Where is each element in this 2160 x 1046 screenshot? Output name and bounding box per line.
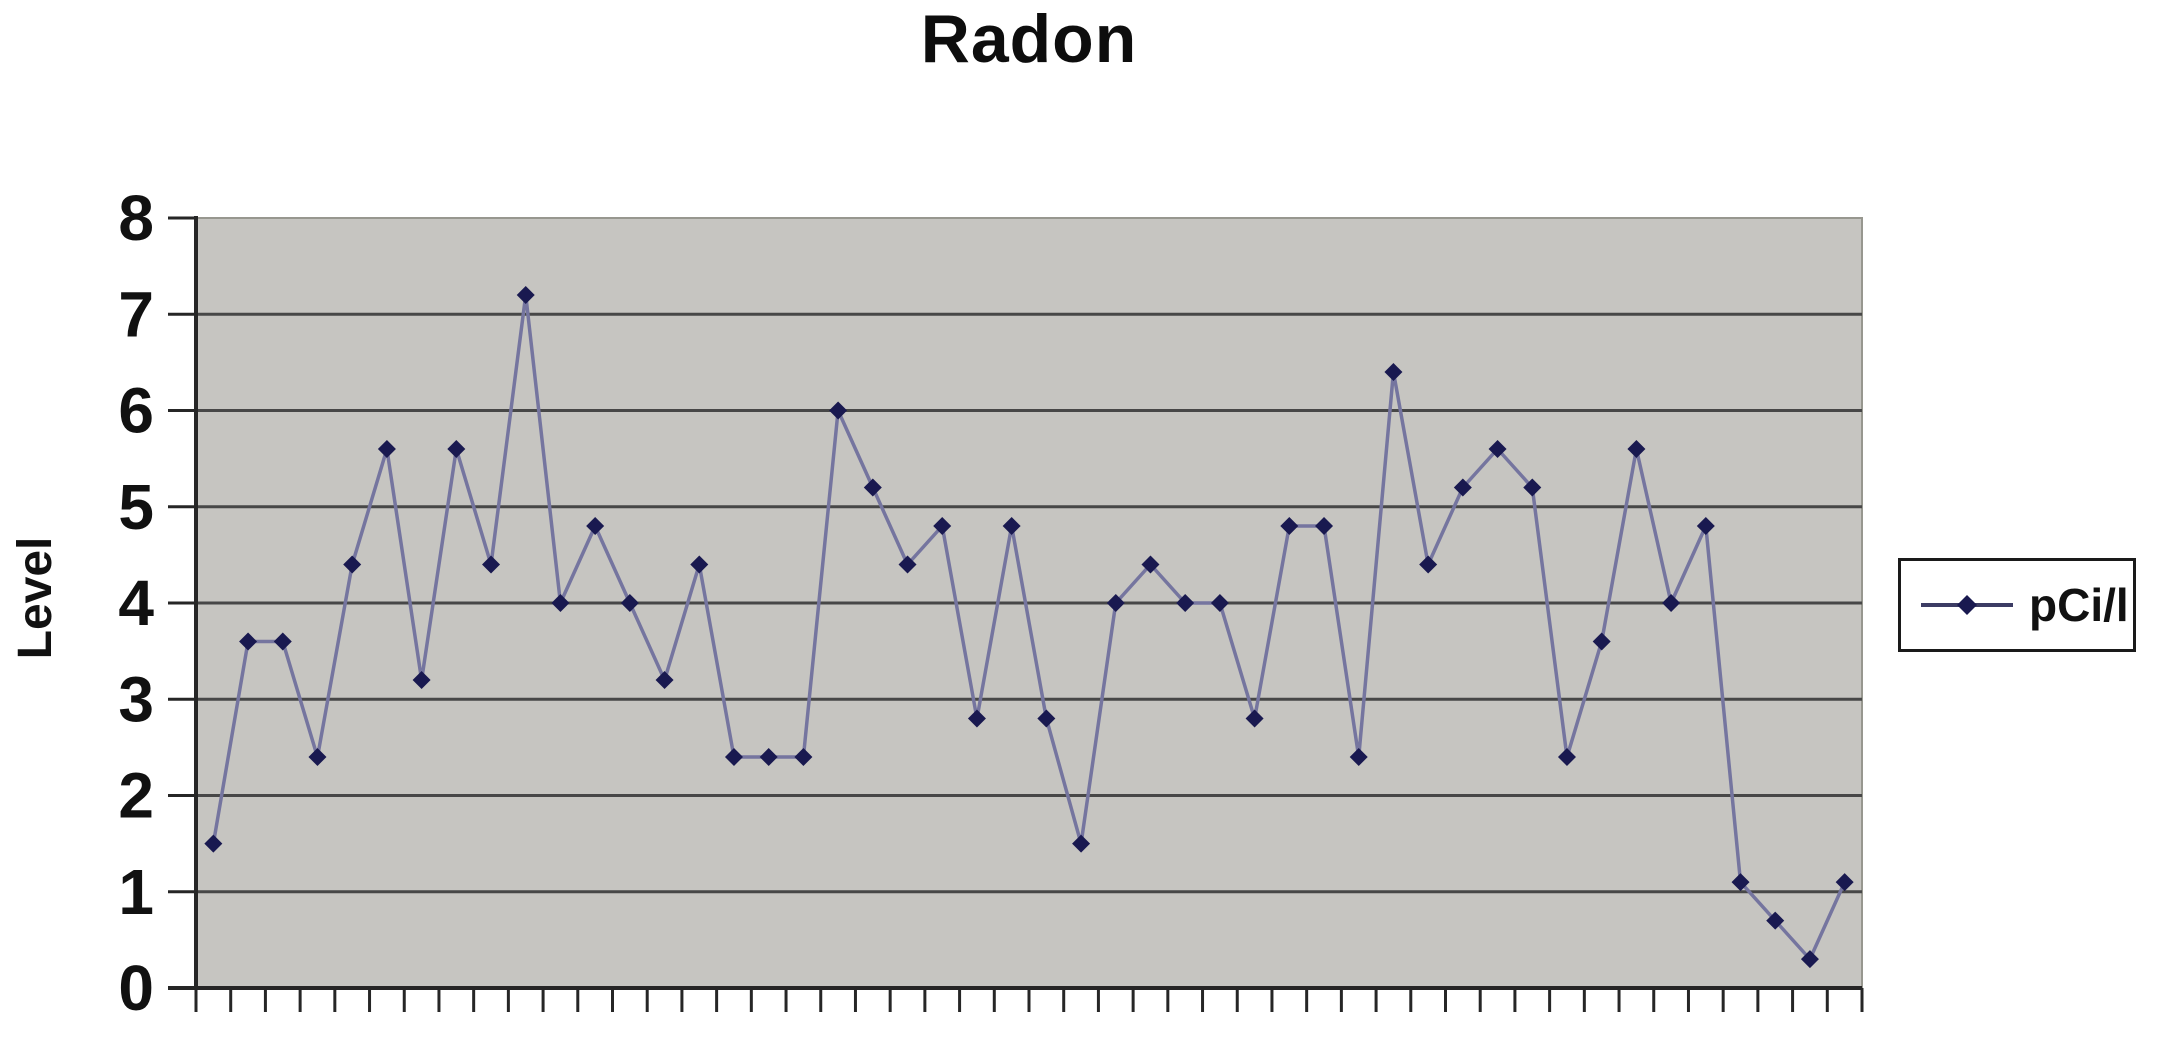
- data-point-marker: [1696, 517, 1715, 535]
- data-point-marker: [1766, 911, 1785, 930]
- data-point-marker: [273, 632, 292, 651]
- y-tick-label: 0: [118, 952, 154, 1024]
- y-tick-label: 6: [118, 375, 154, 447]
- data-point-marker: [967, 709, 986, 728]
- data-point-marker: [1627, 440, 1646, 458]
- data-point-marker: [829, 401, 848, 420]
- data-point-marker: [1523, 478, 1542, 497]
- legend-series-marker-icon: [1921, 595, 2013, 615]
- data-point-marker: [1176, 594, 1195, 612]
- data-point-marker: [412, 671, 431, 689]
- data-point-marker: [1662, 594, 1681, 612]
- y-tick-label: 2: [118, 760, 154, 832]
- y-tick-label: 5: [118, 471, 154, 543]
- data-point-marker: [898, 555, 917, 574]
- data-point-marker: [1349, 748, 1368, 766]
- y-tick-label: 3: [118, 663, 154, 735]
- data-point-marker: [1488, 440, 1507, 458]
- data-point-marker: [1106, 594, 1125, 612]
- data-point-marker: [1072, 834, 1091, 853]
- chart-title: Radon: [920, 1, 1138, 77]
- data-point-marker: [308, 748, 327, 766]
- data-point-marker: [1037, 709, 1056, 728]
- data-point-marker: [759, 748, 778, 766]
- legend-box: pCi/l: [1898, 558, 2136, 652]
- data-point-marker: [1315, 517, 1334, 535]
- data-point-marker: [1592, 632, 1611, 651]
- y-tick-label: 8: [118, 182, 154, 254]
- y-tick-label: 4: [118, 567, 154, 639]
- data-point-marker: [1731, 873, 1750, 892]
- legend-series-label: pCi/l: [2029, 579, 2129, 631]
- data-point-marker: [482, 555, 501, 574]
- data-point-marker: [204, 834, 223, 853]
- y-tick-label: 7: [118, 278, 154, 350]
- data-point-marker: [1210, 594, 1229, 612]
- data-point-marker: [655, 671, 674, 689]
- data-point-marker: [863, 478, 882, 497]
- data-point-marker: [1141, 555, 1160, 574]
- data-point-marker: [239, 632, 258, 651]
- data-point-marker: [586, 517, 605, 535]
- data-point-marker: [933, 517, 952, 535]
- data-point-marker: [690, 555, 709, 574]
- data-point-marker: [1245, 709, 1264, 728]
- data-point-marker: [1557, 748, 1576, 766]
- data-point-marker: [1800, 950, 1819, 969]
- data-point-marker: [447, 440, 466, 458]
- data-point-marker: [1453, 478, 1472, 497]
- y-tick-label: 1: [118, 856, 154, 928]
- data-point-marker: [1384, 363, 1403, 381]
- data-point-marker: [794, 748, 813, 766]
- data-point-marker: [343, 555, 362, 574]
- series-line: [211, 293, 1847, 961]
- data-point-marker: [1280, 517, 1299, 535]
- data-point-marker: [551, 594, 570, 612]
- data-point-marker: [724, 748, 743, 766]
- data-point-marker: [1002, 517, 1021, 535]
- data-point-marker: [377, 440, 396, 458]
- data-point-marker: [1835, 873, 1854, 892]
- data-point-marker: [516, 286, 535, 304]
- data-point-marker: [1419, 555, 1438, 574]
- data-point-marker: [620, 594, 639, 612]
